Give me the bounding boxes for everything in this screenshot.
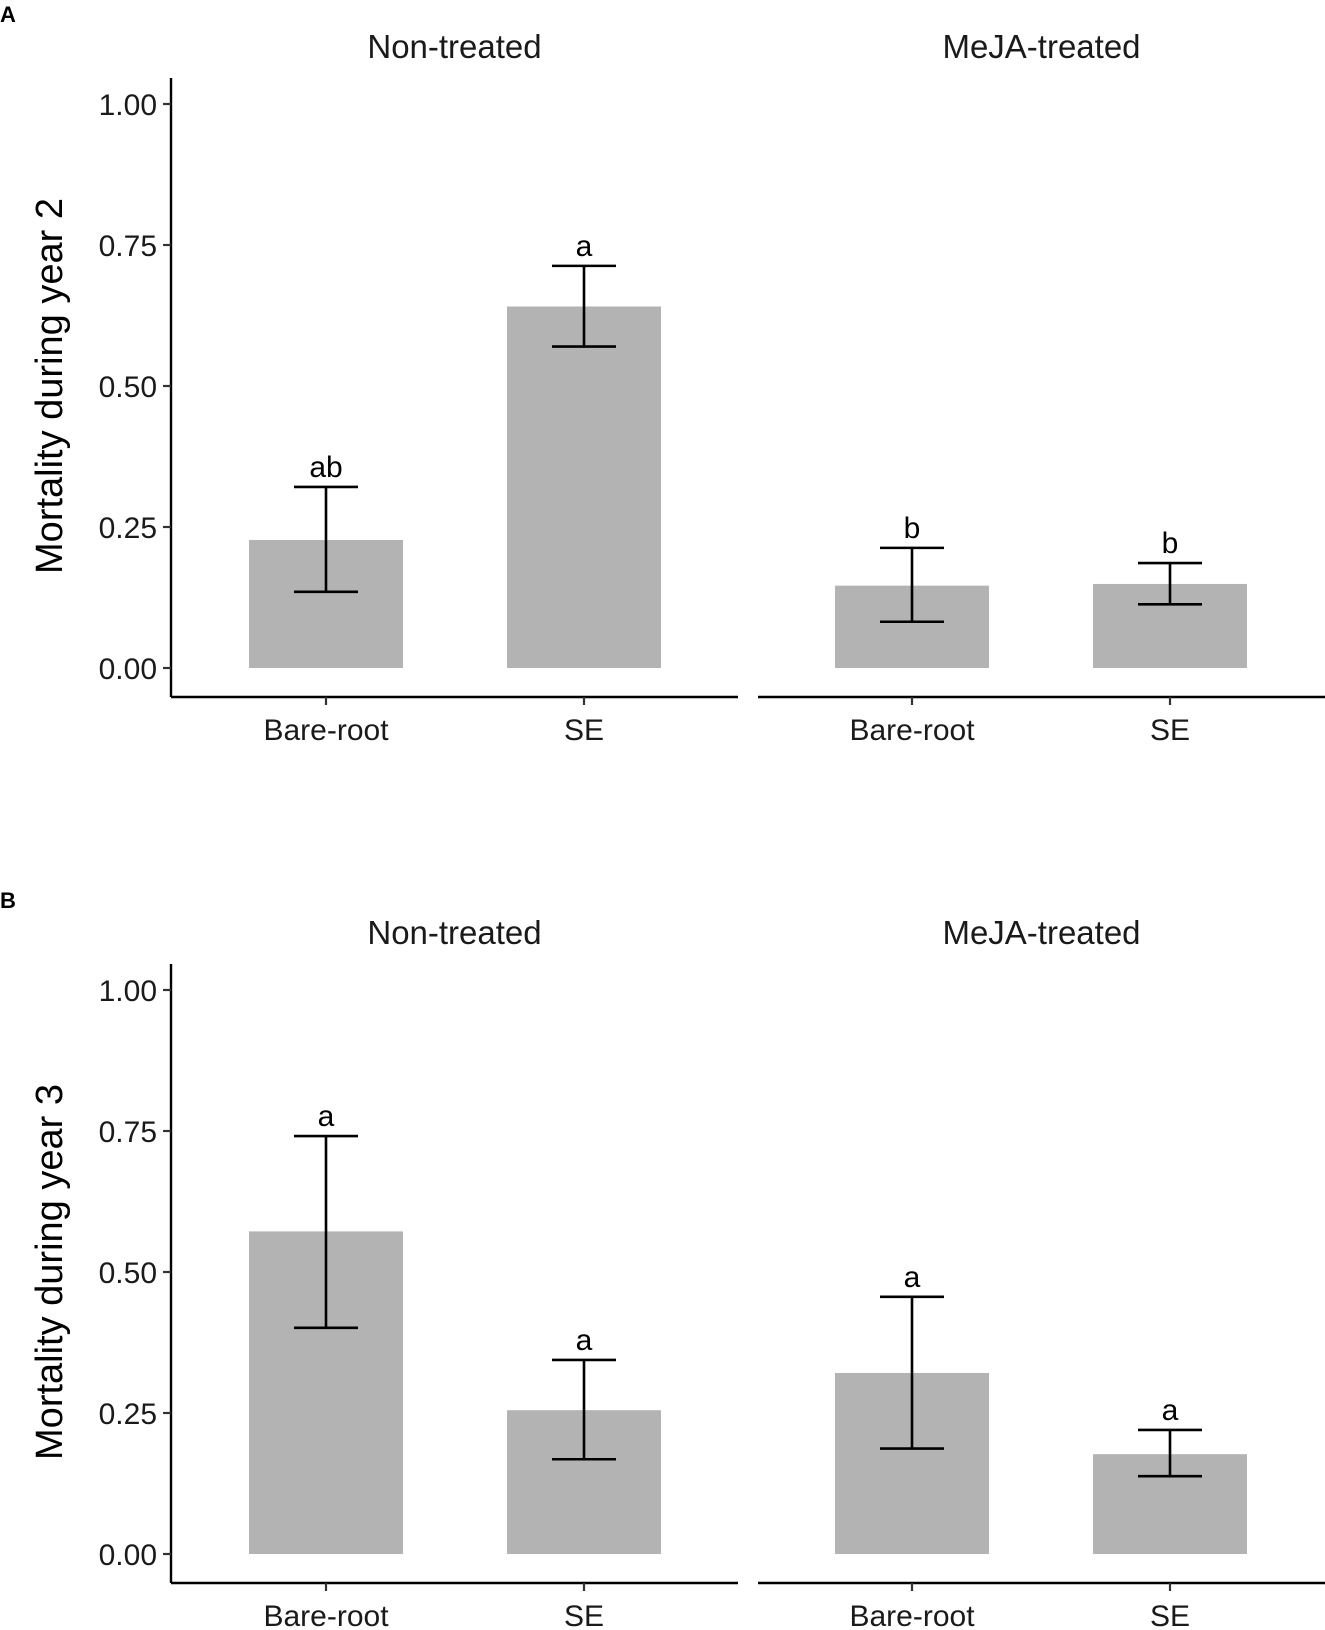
facet-meja-treated: MeJA-treated b Bare-root b SE xyxy=(758,28,1325,747)
y-axis-label: Mortality during year 2 xyxy=(29,198,71,574)
panel-a: A Mortality during year 2 Non-treated 0.00 0… xyxy=(0,2,1325,747)
significance-label: a xyxy=(318,1100,335,1133)
significance-label: a xyxy=(576,230,593,263)
facet-title: Non-treated xyxy=(367,914,541,951)
y-tick-label: 0.00 xyxy=(99,1539,157,1572)
x-tick-label: SE xyxy=(564,1600,604,1630)
y-tick-label: 1.00 xyxy=(99,89,157,122)
panel-label: B xyxy=(0,888,16,913)
y-tick-label: 0.00 xyxy=(99,653,157,686)
y-tick-label: 0.75 xyxy=(99,1116,157,1149)
y-tick-label: 0.75 xyxy=(99,230,157,263)
y-axis-label: Mortality during year 3 xyxy=(29,1084,71,1460)
significance-label: a xyxy=(1162,1394,1179,1427)
facet-title: Non-treated xyxy=(367,28,541,65)
facet-non-treated: Non-treated 0.00 0.25 0.50 0.75 1.00 ab Bare-ro… xyxy=(99,28,738,747)
x-tick-label: Bare-root xyxy=(263,1600,389,1630)
y-tick-label: 1.00 xyxy=(99,975,157,1008)
significance-label: b xyxy=(1162,527,1179,560)
panel-label: A xyxy=(0,2,16,27)
x-tick-label: SE xyxy=(564,714,604,747)
x-tick-label: SE xyxy=(1150,1600,1190,1630)
significance-label: a xyxy=(904,1261,921,1294)
y-tick-label: 0.50 xyxy=(99,1257,157,1290)
significance-label: b xyxy=(904,512,921,545)
y-tick-label: 0.25 xyxy=(99,1398,157,1431)
bar xyxy=(507,306,661,668)
facet-meja-treated: MeJA-treated a Bare-root a SE xyxy=(758,914,1325,1630)
facet-title: MeJA-treated xyxy=(942,28,1140,65)
y-tick-label: 0.50 xyxy=(99,371,157,404)
facet-title: MeJA-treated xyxy=(942,914,1140,951)
x-tick-label: Bare-root xyxy=(849,1600,975,1630)
facet-non-treated: Non-treated 0.00 0.25 0.50 0.75 1.00 a Bare-roo… xyxy=(99,914,738,1630)
y-tick-label: 0.25 xyxy=(99,512,157,545)
x-tick-label: Bare-root xyxy=(263,714,389,747)
panel-b: B Mortality during year 3 Non-treated 0.00 0… xyxy=(0,888,1325,1630)
x-tick-label: Bare-root xyxy=(849,714,975,747)
significance-label: a xyxy=(576,1324,593,1357)
x-tick-label: SE xyxy=(1150,714,1190,747)
significance-label: ab xyxy=(309,451,342,484)
